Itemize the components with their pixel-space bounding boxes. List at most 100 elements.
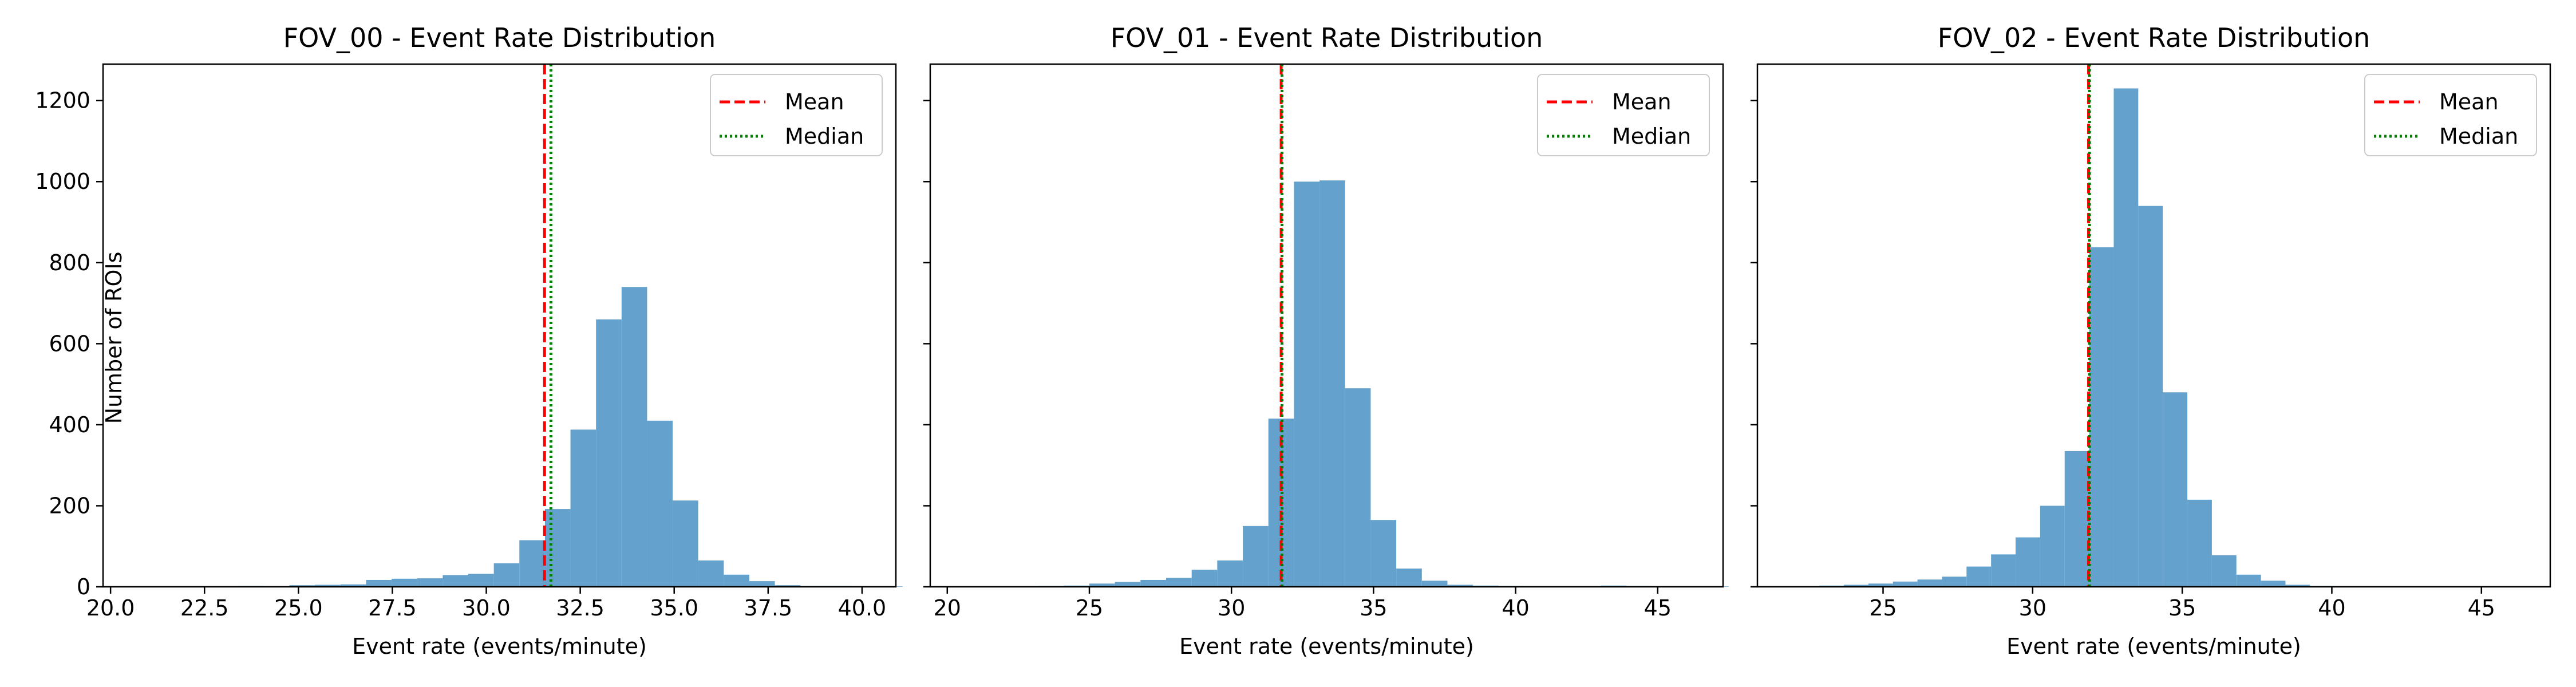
histogram-bar (749, 581, 775, 587)
x-tick-label: 25.0 (274, 595, 323, 621)
x-tick-label: 20 (934, 595, 961, 621)
x-tick-label: 40.0 (838, 595, 887, 621)
y-tick-label: 200 (49, 493, 90, 518)
histogram-bar (468, 574, 494, 587)
histogram-bar (2113, 88, 2139, 587)
histogram-bar (2040, 506, 2065, 587)
legend-label-median: Median (1612, 124, 1691, 149)
axes-frame (102, 63, 897, 588)
shared-y-axis-label: Number of ROIs (101, 252, 127, 424)
legend-label-median: Median (785, 124, 864, 149)
histogram-bar (2261, 581, 2286, 587)
histogram-bar (1942, 577, 1967, 587)
histogram-bar (1345, 388, 1371, 587)
y-tick-label: 1200 (35, 88, 90, 113)
histogram-bar (570, 429, 596, 587)
legend-label-median: Median (2439, 124, 2518, 149)
histogram-bar (2089, 247, 2114, 587)
x-tick-label: 40 (2318, 595, 2345, 621)
y-tick-label: 1000 (35, 169, 90, 194)
histogram-bar (2163, 392, 2188, 587)
histogram-bar (2285, 585, 2310, 587)
x-tick-label: 35 (1360, 595, 1387, 621)
x-tick-label: 35.0 (650, 595, 698, 621)
histogram-bar (1893, 581, 1918, 587)
histogram-bar (417, 578, 443, 587)
chart-panel-1: 20 25 30 35 40 45 FOV_01 - Event Rate Distribu… (923, 22, 1729, 659)
x-tick-label: 20.0 (86, 595, 135, 621)
histogram-bar (289, 585, 315, 587)
legend-box (710, 74, 883, 156)
histogram-bar (1319, 180, 1345, 587)
x-tick-label: 30 (2019, 595, 2046, 621)
legend-label-mean: Mean (2439, 89, 2499, 114)
histogram-bar (698, 560, 724, 587)
histogram-bar (596, 319, 622, 587)
histogram-bar (1396, 568, 1422, 587)
x-tick-label: 30 (1218, 595, 1245, 621)
histogram-bar (1868, 583, 1893, 587)
histogram-bar (775, 585, 801, 587)
axes-frame (929, 63, 1724, 588)
legend: Mean Median (1537, 74, 1710, 156)
x-tick-label: 22.5 (180, 595, 229, 621)
histogram-bar (1844, 585, 1868, 587)
histogram-bar (647, 420, 673, 587)
x-axis-label: Event rate (events/minute) (2006, 634, 2301, 659)
histogram-bar (1917, 579, 1942, 587)
histogram-bar (519, 540, 545, 587)
histogram-bar (366, 579, 392, 587)
x-tick-label: 25 (1869, 595, 1897, 621)
x-tick-label: 32.5 (556, 595, 605, 621)
axes-frame (1756, 63, 2551, 588)
histogram-bar (493, 563, 520, 587)
histogram-bar (2016, 537, 2040, 587)
chart-title: FOV_01 - Event Rate Distribution (1111, 22, 1543, 53)
chart-title: FOV_00 - Event Rate Distribution (283, 22, 716, 53)
histogram-bar (315, 585, 341, 587)
histogram-bar (1991, 554, 2016, 587)
x-tick-label: 37.5 (744, 595, 793, 621)
histogram-bar (1370, 520, 1397, 587)
legend-box (1537, 74, 1710, 156)
histogram-bar (544, 509, 571, 587)
x-tick-label: 45 (2468, 595, 2495, 621)
histogram-bar (1217, 560, 1243, 587)
legend-label-mean: Mean (1612, 89, 1672, 114)
histogram-bar (1243, 526, 1269, 587)
histogram-bar (2211, 555, 2237, 587)
chart-panel-0: 20.0 22.5 25.0 27.5 30.0 32.5 35.0 37.5 40.0 0 200… (35, 22, 903, 659)
histogram-bar (621, 287, 647, 587)
x-axis-label: Event rate (events/minute) (1179, 634, 1474, 659)
histogram-bar (2138, 206, 2163, 587)
histogram-bar (1115, 582, 1141, 587)
legend: Mean Median (2364, 74, 2537, 156)
histogram-bar (1966, 566, 1992, 587)
x-tick-label: 25 (1076, 595, 1103, 621)
histogram-bar (1421, 581, 1448, 587)
legend: Mean Median (710, 74, 883, 156)
y-tick-label: 0 (77, 574, 90, 599)
x-tick-label: 45 (1644, 595, 1672, 621)
chart-panel-2: 25 30 35 40 45 FOV_02 - Event Rate Distributi… (1751, 22, 2551, 659)
histogram-bar (1166, 578, 1192, 587)
histogram-bar (340, 584, 366, 587)
chart-title: FOV_02 - Event Rate Distribution (1938, 22, 2370, 53)
histogram-bar (2064, 451, 2089, 587)
x-tick-label: 27.5 (368, 595, 417, 621)
histogram-bar (1140, 579, 1167, 587)
histogram-bar (2236, 574, 2261, 587)
histogram-bar (1294, 181, 1320, 587)
histogram-bar (1089, 583, 1115, 587)
histogram-bar (673, 500, 698, 587)
histogram-bar (442, 575, 469, 587)
histogram-bar (1191, 570, 1218, 587)
y-tick-label: 600 (49, 331, 90, 356)
histogram-bar (1447, 585, 1473, 587)
legend-box (2364, 74, 2537, 156)
legend-label-mean: Mean (785, 89, 844, 114)
y-tick-label: 800 (49, 250, 90, 275)
histogram-bar (392, 578, 417, 587)
x-tick-label: 35 (2168, 595, 2196, 621)
